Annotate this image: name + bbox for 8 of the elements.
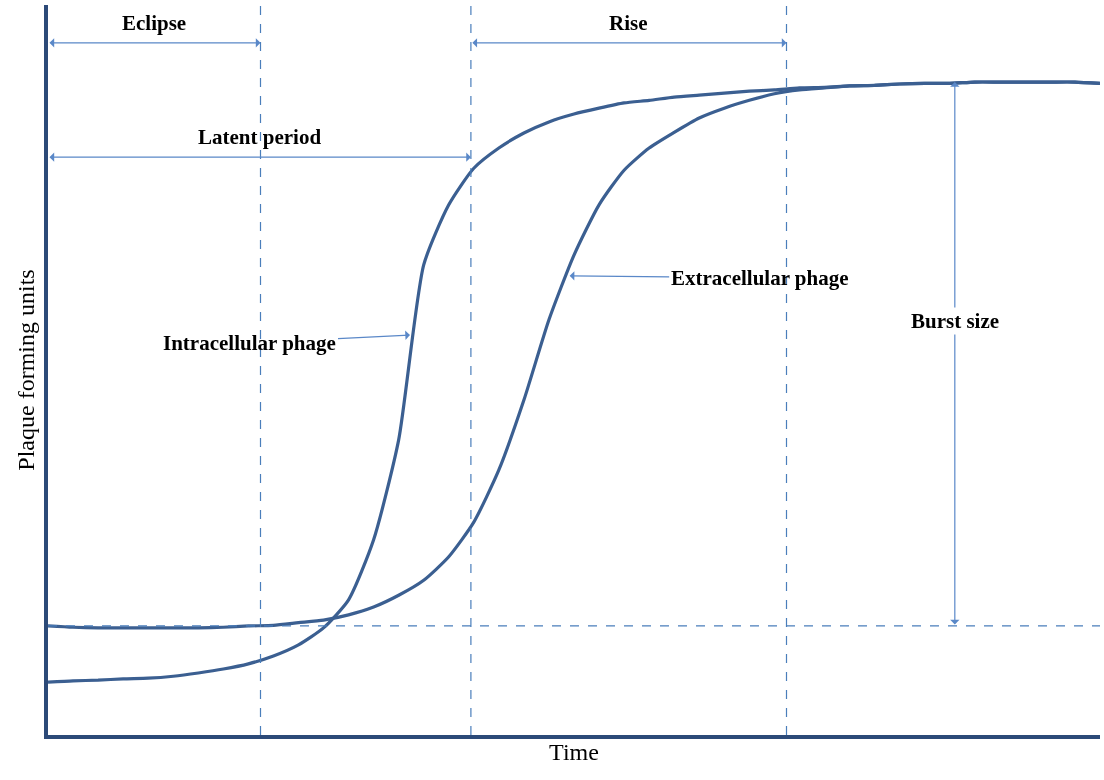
annotation: Extracellular phage [671, 266, 849, 290]
annotation: Latent period [198, 125, 322, 149]
x-axis-title: Time [549, 739, 599, 766]
y-axis-title: Plaque forming units [12, 269, 39, 471]
text: Eclipse [122, 11, 187, 35]
annotation: Intracellular phage [163, 331, 336, 355]
annotation: Burst size [911, 309, 1000, 333]
text: Rise [609, 11, 648, 35]
